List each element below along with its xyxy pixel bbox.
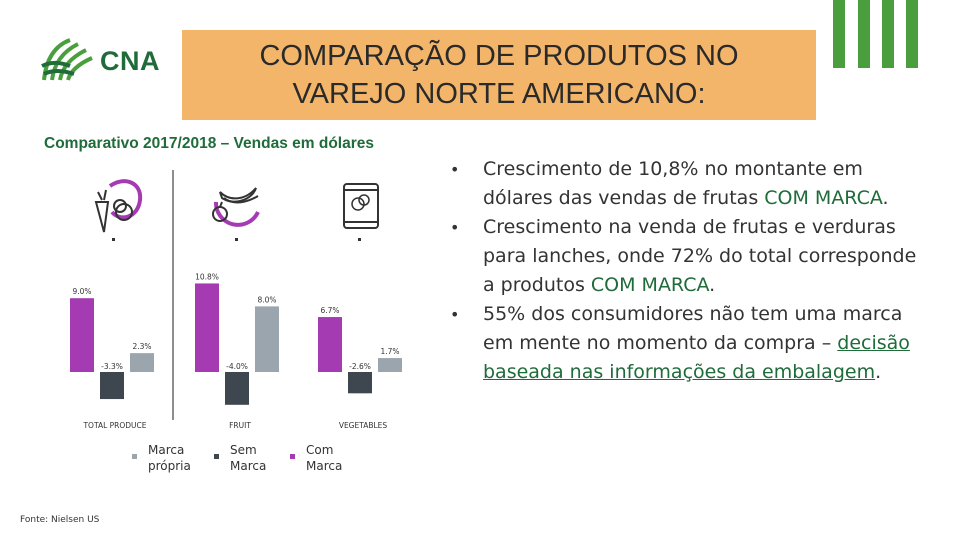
bar xyxy=(378,358,402,372)
bar xyxy=(195,283,219,372)
legend-swatch xyxy=(214,454,219,459)
fruit-icon xyxy=(212,187,260,227)
bullet-dot: • xyxy=(450,160,460,179)
marker-dot xyxy=(358,238,361,241)
bullet-highlight: COM MARCA xyxy=(764,187,883,209)
data-label: 2.3% xyxy=(132,342,151,351)
legend-swatch xyxy=(290,454,295,459)
bullet-highlight: COM MARCA xyxy=(590,274,710,296)
vegetables-bag-icon xyxy=(343,183,379,229)
page-title: COMPARAÇÃO DE PRODUTOS NO VAREJO NORTE A… xyxy=(259,40,739,110)
chart-subtitle: Comparativo 2017/2018 – Vendas em dólare… xyxy=(44,135,374,152)
bullet-text: Crescimento na venda de frutas e verdura… xyxy=(483,216,917,296)
bullet-item: • Crescimento na venda de frutas e verdur… xyxy=(445,213,925,300)
logo-text: CNA xyxy=(100,46,160,76)
data-label: 1.7% xyxy=(380,347,399,356)
wheat-logo-icon xyxy=(41,38,93,81)
data-label: 9.0% xyxy=(72,287,91,296)
data-label: 6.7% xyxy=(320,306,339,315)
legend-label: Sem Marca xyxy=(230,443,267,473)
category-label: FRUIT xyxy=(229,421,251,430)
bar xyxy=(318,317,342,372)
marker-dot xyxy=(112,238,115,241)
bullet-item: • Crescimento de 10,8% no montante em dól… xyxy=(445,155,925,213)
bar xyxy=(70,298,94,372)
bullet-dot: • xyxy=(450,218,460,237)
bullet-item: • 55% dos consumidores não tem uma marca … xyxy=(445,300,925,387)
produce-icon xyxy=(94,179,143,233)
bar xyxy=(348,372,372,394)
bullet-underlined: decisão baseada nas informações da embal… xyxy=(483,332,910,383)
category-label: TOTAL PRODUCE xyxy=(82,421,146,430)
bar xyxy=(255,306,279,372)
data-label: -2.6% xyxy=(349,362,371,371)
data-label: -3.3% xyxy=(101,362,123,371)
legend-label: Com Marca xyxy=(306,443,343,473)
bullet-text: Crescimento de 10,8% no montante em dóla… xyxy=(483,158,863,209)
data-label: 8.0% xyxy=(257,295,276,304)
marker-dot xyxy=(235,238,238,241)
decorative-bar xyxy=(906,0,918,68)
bullet-text: . xyxy=(875,361,882,383)
bullet-dot: • xyxy=(450,305,460,324)
bar xyxy=(225,372,249,405)
data-label: -4.0% xyxy=(226,362,248,371)
legend-label: Marca própria xyxy=(148,443,191,473)
data-label: 10.8% xyxy=(195,272,219,281)
decorative-bar xyxy=(833,0,845,68)
bar-chart: 9.0% -3.3% 2.3% TOTAL PRODUCE 10.8% -4.0% 8.0%… xyxy=(70,170,402,430)
decorative-bar xyxy=(858,0,870,68)
decorative-bar xyxy=(882,0,894,68)
title-banner: COMPARAÇÃO DE PRODUTOS NO VAREJO NORTE A… xyxy=(182,30,816,120)
bar xyxy=(100,372,124,400)
category-label: VEGETABLES xyxy=(339,421,388,430)
legend-swatch xyxy=(132,454,137,459)
bullet-text: . xyxy=(882,187,889,209)
bar xyxy=(130,353,154,372)
source-note: Fonte: Nielsen US xyxy=(20,515,100,525)
cna-logo: CNA xyxy=(40,36,170,88)
bullet-text: . xyxy=(709,274,716,296)
bullet-text: 55% dos consumidores não tem uma marca e… xyxy=(483,303,903,354)
bullet-list: • Crescimento de 10,8% no montante em dól… xyxy=(445,155,925,387)
